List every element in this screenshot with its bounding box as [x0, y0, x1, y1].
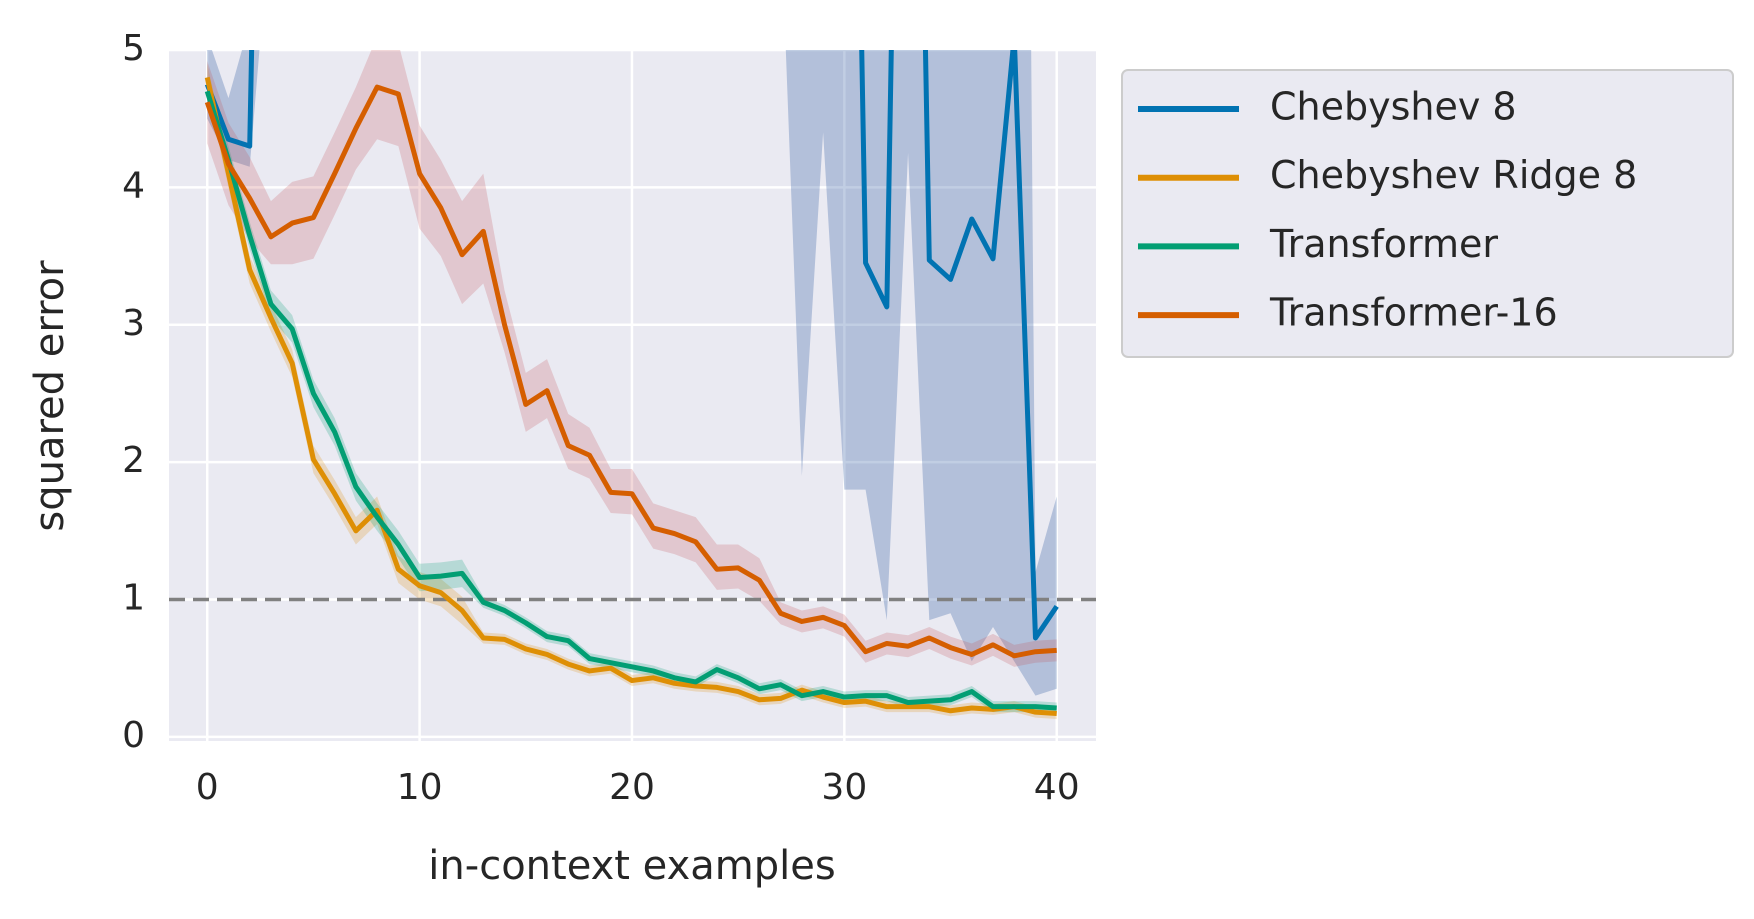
x-tick-label: 10 — [397, 767, 443, 808]
y-tick-label: 3 — [122, 303, 145, 344]
x-tick-label: 0 — [196, 767, 219, 808]
y-tick-label: 0 — [122, 715, 145, 756]
legend-label: Transformer — [1269, 222, 1498, 266]
y-tick-label: 5 — [122, 28, 145, 69]
x-tick-label: 30 — [821, 767, 867, 808]
confidence-band — [207, 50, 1057, 696]
x-tick-label: 20 — [609, 767, 655, 808]
series-line — [204, 90, 1057, 711]
y-tick-label: 1 — [122, 578, 145, 619]
y-tick-label: 2 — [122, 440, 145, 481]
legend-label: Chebyshev Ridge 8 — [1270, 153, 1637, 197]
x-tick-label: 40 — [1034, 767, 1080, 808]
x-axis-label: in-context examples — [428, 843, 835, 889]
series-line — [204, 84, 1057, 659]
legend-label: Transformer-16 — [1269, 291, 1558, 335]
y-axis-label: squared error — [27, 260, 73, 532]
legend-label: Chebyshev 8 — [1270, 85, 1517, 129]
confidence-band — [207, 50, 1057, 667]
series-line — [204, 76, 1057, 717]
legend-box — [1121, 69, 1734, 358]
y-tick-label: 4 — [122, 165, 145, 206]
